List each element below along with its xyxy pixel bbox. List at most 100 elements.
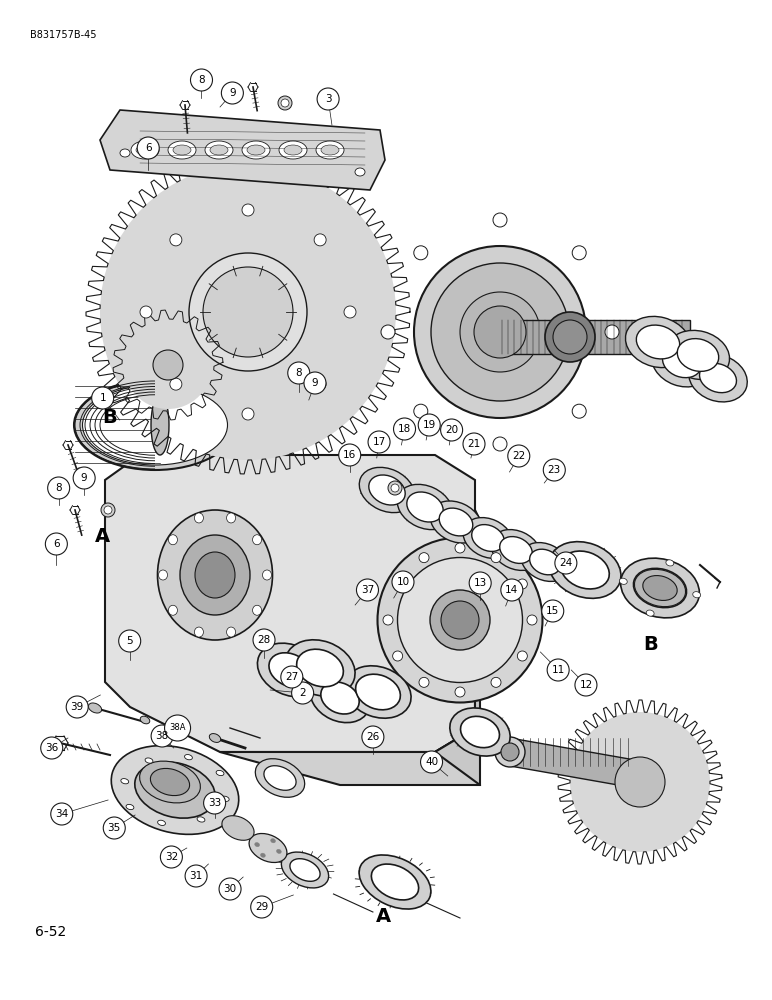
Ellipse shape — [344, 306, 356, 318]
Circle shape — [92, 387, 113, 409]
Polygon shape — [220, 728, 480, 785]
Circle shape — [292, 682, 313, 704]
Ellipse shape — [553, 320, 587, 354]
Text: 36: 36 — [45, 743, 59, 753]
Text: 6: 6 — [53, 539, 59, 549]
Ellipse shape — [517, 579, 527, 589]
Ellipse shape — [419, 677, 429, 687]
Ellipse shape — [269, 653, 311, 687]
Circle shape — [542, 600, 564, 622]
Ellipse shape — [168, 535, 178, 545]
Ellipse shape — [345, 666, 411, 718]
Ellipse shape — [140, 306, 152, 318]
Circle shape — [222, 82, 243, 104]
Text: 35: 35 — [107, 823, 121, 833]
Ellipse shape — [242, 408, 254, 420]
Ellipse shape — [646, 610, 654, 616]
Text: 22: 22 — [512, 451, 526, 461]
Polygon shape — [435, 510, 480, 785]
Ellipse shape — [393, 579, 403, 589]
Circle shape — [555, 552, 577, 574]
Ellipse shape — [121, 779, 129, 784]
Text: 30: 30 — [223, 884, 237, 894]
Ellipse shape — [455, 687, 465, 697]
Circle shape — [394, 418, 415, 440]
Circle shape — [137, 137, 159, 159]
Ellipse shape — [499, 537, 532, 563]
Ellipse shape — [260, 853, 266, 857]
Ellipse shape — [677, 339, 719, 371]
Text: 24: 24 — [559, 558, 573, 568]
Text: 9: 9 — [81, 473, 87, 483]
Ellipse shape — [281, 852, 329, 888]
Ellipse shape — [296, 649, 344, 687]
Ellipse shape — [621, 558, 699, 618]
Ellipse shape — [314, 378, 326, 390]
Ellipse shape — [249, 833, 287, 863]
Ellipse shape — [168, 141, 196, 159]
Ellipse shape — [185, 755, 192, 760]
Ellipse shape — [460, 292, 540, 372]
Circle shape — [66, 696, 88, 718]
Ellipse shape — [431, 263, 569, 401]
Ellipse shape — [570, 712, 710, 852]
Ellipse shape — [195, 513, 204, 523]
Ellipse shape — [104, 506, 112, 514]
Ellipse shape — [101, 503, 115, 517]
Ellipse shape — [491, 553, 501, 563]
Ellipse shape — [634, 568, 686, 608]
Text: 6: 6 — [145, 143, 151, 153]
Ellipse shape — [262, 570, 272, 580]
Polygon shape — [510, 738, 635, 788]
Ellipse shape — [521, 543, 569, 581]
Circle shape — [281, 666, 303, 688]
Text: 29: 29 — [255, 902, 269, 912]
Polygon shape — [498, 320, 690, 354]
Ellipse shape — [157, 510, 273, 640]
Ellipse shape — [430, 501, 482, 543]
Ellipse shape — [414, 404, 428, 418]
Text: 40: 40 — [425, 757, 438, 767]
Text: 2: 2 — [300, 688, 306, 698]
Text: 31: 31 — [189, 871, 203, 881]
Circle shape — [48, 477, 69, 499]
Ellipse shape — [441, 601, 479, 639]
Ellipse shape — [145, 758, 153, 763]
Text: 8: 8 — [56, 483, 62, 493]
Ellipse shape — [226, 513, 235, 523]
Text: 1: 1 — [100, 393, 106, 403]
Ellipse shape — [135, 762, 215, 818]
Ellipse shape — [242, 141, 270, 159]
Circle shape — [151, 725, 173, 747]
Ellipse shape — [100, 164, 396, 460]
Circle shape — [357, 579, 378, 601]
Ellipse shape — [314, 234, 326, 246]
Ellipse shape — [111, 746, 239, 834]
Text: 8: 8 — [296, 368, 302, 378]
Ellipse shape — [450, 708, 510, 756]
Text: 17: 17 — [372, 437, 386, 447]
Ellipse shape — [501, 743, 519, 761]
Circle shape — [441, 419, 462, 441]
Ellipse shape — [151, 395, 169, 455]
Text: 19: 19 — [422, 420, 436, 430]
Circle shape — [119, 630, 141, 652]
Text: 27: 27 — [285, 672, 299, 682]
Ellipse shape — [414, 246, 428, 260]
Ellipse shape — [495, 737, 525, 767]
Circle shape — [304, 372, 326, 394]
Ellipse shape — [491, 530, 541, 570]
Ellipse shape — [381, 325, 395, 339]
Circle shape — [288, 362, 310, 384]
Text: B831757B-45: B831757B-45 — [30, 30, 96, 40]
Text: 39: 39 — [70, 702, 84, 712]
Text: 5: 5 — [127, 636, 133, 646]
Text: 16: 16 — [343, 450, 357, 460]
Ellipse shape — [321, 145, 339, 155]
Text: 33: 33 — [208, 798, 222, 808]
Ellipse shape — [124, 321, 212, 409]
Ellipse shape — [491, 677, 501, 687]
Circle shape — [161, 846, 182, 868]
Ellipse shape — [455, 543, 465, 553]
Ellipse shape — [560, 551, 609, 589]
